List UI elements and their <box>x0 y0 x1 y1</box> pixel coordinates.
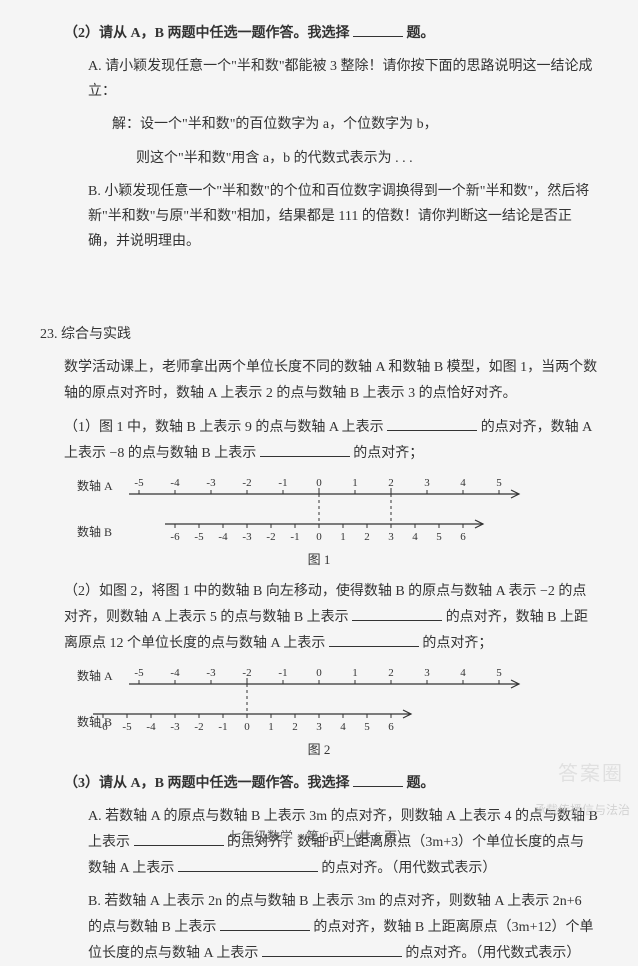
svg-text:-5: -5 <box>134 477 144 489</box>
svg-text:-2: -2 <box>194 721 203 733</box>
svg-text:2: 2 <box>364 531 370 543</box>
svg-text:-5: -5 <box>122 721 132 733</box>
svg-text:0: 0 <box>316 667 322 679</box>
p3B-c: 的点对齐。（用代数式表示） <box>405 946 580 961</box>
q2-A-line2: 解：设一个"半和数"的百位数字为 a，个位数字为 b， <box>40 112 598 137</box>
svg-text:-5: -5 <box>194 531 204 543</box>
svg-text:2: 2 <box>292 721 298 733</box>
svg-text:4: 4 <box>412 531 418 543</box>
svg-text:1: 1 <box>268 721 274 733</box>
svg-text:-1: -1 <box>218 721 227 733</box>
p3B-blank2[interactable] <box>262 940 402 957</box>
fig1-caption: 图 1 <box>40 548 598 571</box>
q23-part1: （1）图 1 中，数轴 B 上表示 9 的点与数轴 A 上表示 的点对齐，数轴 … <box>40 414 598 466</box>
q2-blank[interactable] <box>353 20 403 37</box>
q23-p3B: B. 若数轴 A 上表示 2n 的点与数轴 B 上表示 3m 的点对齐，则数轴 … <box>40 889 598 966</box>
svg-text:数轴 B: 数轴 B <box>77 714 112 729</box>
svg-text:-3: -3 <box>242 531 252 543</box>
svg-text:-3: -3 <box>206 477 216 489</box>
q2-A-line1: A. 请小颖发现任意一个"半和数"都能被 3 整除！请你按下面的思路说明这一结论… <box>40 54 598 104</box>
svg-text:-2: -2 <box>242 477 251 489</box>
svg-text:数轴 A: 数轴 A <box>77 668 113 683</box>
svg-text:-2: -2 <box>242 667 251 679</box>
svg-text:-3: -3 <box>206 667 216 679</box>
svg-text:-1: -1 <box>290 531 299 543</box>
svg-text:1: 1 <box>352 477 358 489</box>
svg-text:-4: -4 <box>170 477 180 489</box>
q2-prompt-a: （2）请从 A，B 两题中任选一题作答。我选择 <box>64 26 349 41</box>
svg-text:2: 2 <box>388 667 394 679</box>
svg-text:3: 3 <box>388 531 394 543</box>
q23-p2-c: 的点对齐； <box>422 636 492 651</box>
page-footer: 七年级数学 第 6 页（共 6 页） <box>0 825 638 848</box>
q23-part2: （2）如图 2，将图 1 中的数轴 B 向左移动，使得数轴 B 的原点与数轴 A… <box>40 579 598 656</box>
svg-text:-1: -1 <box>278 667 287 679</box>
q23-p1-a: （1）图 1 中，数轴 B 上表示 9 的点与数轴 A 上表示 <box>64 420 384 435</box>
q23-p3-b: 题。 <box>406 776 434 791</box>
q23-num: 23. <box>40 327 58 342</box>
svg-text:-4: -4 <box>170 667 180 679</box>
svg-text:0: 0 <box>244 721 250 733</box>
svg-text:-2: -2 <box>266 531 275 543</box>
svg-text:5: 5 <box>436 531 442 543</box>
fig2-caption: 图 2 <box>40 738 598 761</box>
svg-text:数轴 A: 数轴 A <box>77 478 113 493</box>
svg-text:0: 0 <box>316 531 322 543</box>
watermark-stamp: 答案圈 <box>558 756 624 792</box>
q23-p3-prompt: （3）请从 A，B 两题中任选一题作答。我选择 题。 <box>40 770 598 796</box>
svg-text:-1: -1 <box>278 477 287 489</box>
svg-text:-4: -4 <box>146 721 156 733</box>
svg-text:4: 4 <box>340 721 346 733</box>
svg-text:-6: -6 <box>170 531 180 543</box>
figure-1: -5 -4 -3 -2 -1 0 1 2 3 4 5 数轴 A -6 -5 -4 -3 -2 -1 0 1 2 3 4 5 6 数… <box>40 474 598 571</box>
q23-intro: 数学活动课上，老师拿出两个单位长度不同的数轴 A 和数轴 B 模型，如图 1，当… <box>40 355 598 405</box>
svg-text:-5: -5 <box>134 667 144 679</box>
svg-text:5: 5 <box>496 667 502 679</box>
q2-A-line3: 则这个"半和数"用含 a，b 的代数式表示为 . . . <box>40 146 598 171</box>
svg-text:2: 2 <box>388 477 394 489</box>
q23-p1-blank1[interactable] <box>387 414 477 431</box>
q23-p2-blank2[interactable] <box>329 630 419 647</box>
q2-prompt-b: 题。 <box>406 26 434 41</box>
p3A-blank2[interactable] <box>178 855 318 872</box>
svg-text:3: 3 <box>424 667 430 679</box>
svg-text:4: 4 <box>460 477 466 489</box>
q23-title: 综合与实践 <box>61 327 131 342</box>
figure-2: -5-4-3-2-1012345数轴 A-6-5-4-3-2-10123456数… <box>40 664 598 761</box>
spacer <box>40 262 598 322</box>
q23-p1-blank2[interactable] <box>260 440 350 457</box>
q23-p2-blank1[interactable] <box>352 604 442 621</box>
q23-p3-a: （3）请从 A，B 两题中任选一题作答。我选择 <box>64 776 349 791</box>
svg-text:0: 0 <box>316 477 322 489</box>
svg-text:1: 1 <box>340 531 346 543</box>
svg-text:4: 4 <box>460 667 466 679</box>
svg-text:5: 5 <box>364 721 370 733</box>
svg-text:3: 3 <box>424 477 430 489</box>
watermark-right: 承载传播信与法治 <box>534 800 630 822</box>
q2-B: B. 小颖发现任意一个"半和数"的个位和百位数字调换得到一个新"半和数"，然后将… <box>40 179 598 255</box>
svg-text:5: 5 <box>496 477 502 489</box>
p3B-blank1[interactable] <box>220 914 310 931</box>
svg-text:3: 3 <box>316 721 322 733</box>
svg-text:1: 1 <box>352 667 358 679</box>
q23-head: 23. 综合与实践 <box>40 322 598 347</box>
svg-text:数轴 B: 数轴 B <box>77 524 112 539</box>
q2-prompt: （2）请从 A，B 两题中任选一题作答。我选择 题。 <box>40 20 598 46</box>
q23-p3-blank[interactable] <box>353 770 403 787</box>
svg-text:-4: -4 <box>218 531 228 543</box>
svg-text:6: 6 <box>388 721 394 733</box>
svg-text:6: 6 <box>460 531 466 543</box>
q23-p1-c: 的点对齐； <box>353 446 423 461</box>
svg-text:-3: -3 <box>170 721 180 733</box>
p3A-c: 的点对齐。（用代数式表示） <box>321 861 496 876</box>
